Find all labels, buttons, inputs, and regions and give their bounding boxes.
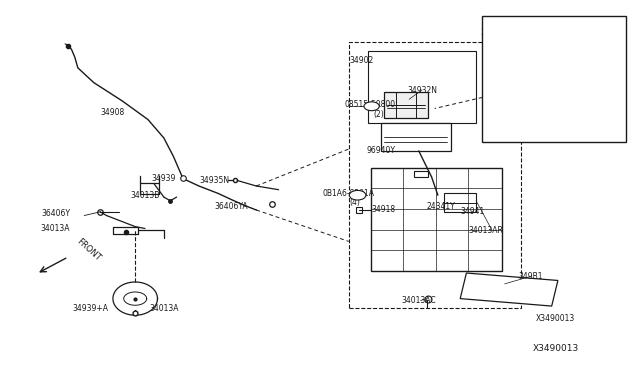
Text: X3490013: X3490013 <box>536 314 575 323</box>
Bar <box>460 273 558 306</box>
Text: 34939+A: 34939+A <box>72 304 109 313</box>
Circle shape <box>349 190 366 200</box>
Bar <box>483 16 626 142</box>
Text: 34935N: 34935N <box>200 176 230 185</box>
Bar <box>384 92 428 118</box>
Text: B: B <box>355 193 360 198</box>
Text: 96940Y: 96940Y <box>366 147 395 155</box>
Text: (2): (2) <box>373 109 384 119</box>
Text: 0B1A6-8201A: 0B1A6-8201A <box>323 189 374 198</box>
Text: (4): (4) <box>349 198 360 207</box>
Text: 36406YA: 36406YA <box>214 202 248 211</box>
Text: 24341Y: 24341Y <box>427 202 456 211</box>
Text: 34908: 34908 <box>100 108 125 117</box>
Text: 34910: 34910 <box>480 28 504 37</box>
Text: 34902: 34902 <box>349 56 374 65</box>
Text: 36406Y: 36406Y <box>41 209 70 218</box>
Bar <box>444 193 476 212</box>
Bar <box>349 42 521 308</box>
Bar <box>371 167 502 271</box>
Text: 34013B: 34013B <box>130 191 159 200</box>
Text: 349B1: 349B1 <box>518 272 543 281</box>
Text: 34013A: 34013A <box>41 224 70 233</box>
Circle shape <box>364 102 380 111</box>
Text: 34013A: 34013A <box>149 304 179 313</box>
Text: 34013AR: 34013AR <box>468 226 503 235</box>
Bar <box>368 51 476 123</box>
Bar <box>381 123 451 151</box>
Text: 34939: 34939 <box>152 174 176 183</box>
Text: 34941: 34941 <box>461 207 485 217</box>
Bar <box>521 103 534 119</box>
Text: X3490013: X3490013 <box>532 344 579 353</box>
Text: 34013AC: 34013AC <box>401 296 436 305</box>
Text: 34932N: 34932N <box>407 86 437 94</box>
Bar <box>414 171 428 177</box>
Text: FRONT: FRONT <box>75 237 102 263</box>
Text: 34918: 34918 <box>372 205 396 215</box>
Text: 08515-50800: 08515-50800 <box>344 100 396 109</box>
